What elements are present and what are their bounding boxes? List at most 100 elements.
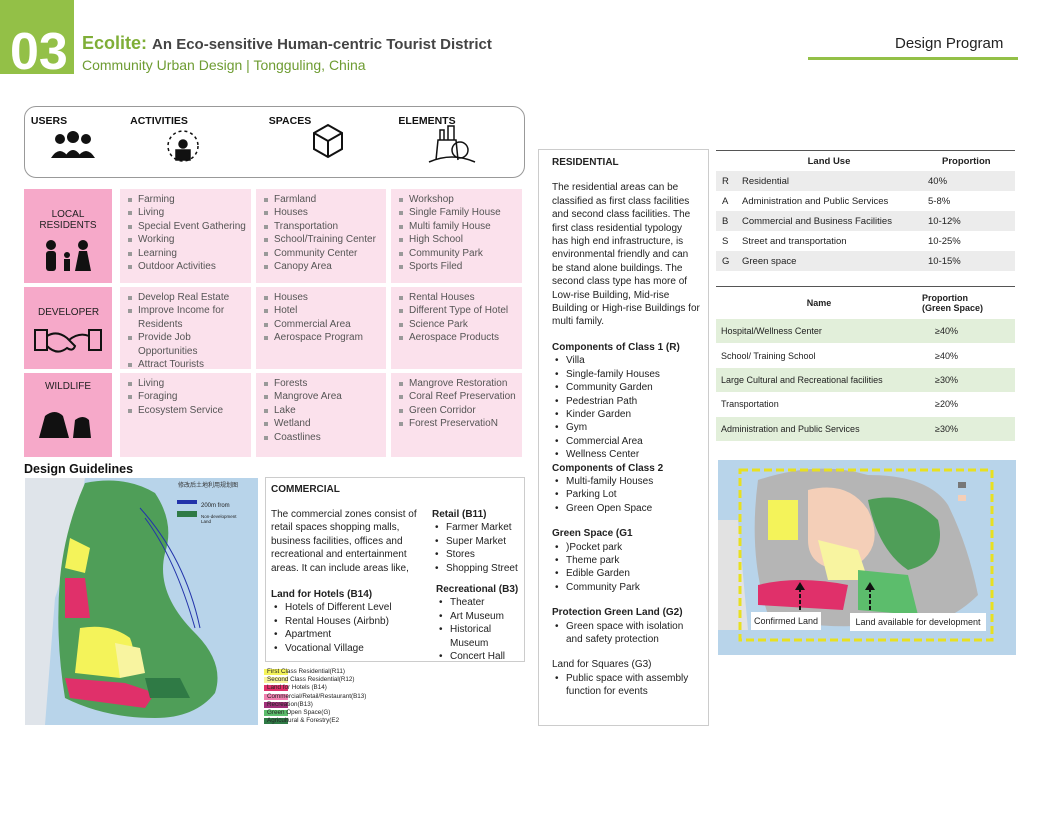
group-item: Rental Houses (Airbnb) <box>271 615 421 629</box>
table-cell: Commercial and Business Facilities <box>742 215 892 227</box>
table-cell: Hospital/Wellness Center <box>721 326 822 337</box>
matrix-item: Workshop <box>397 193 518 206</box>
matrix-item: Farmland <box>262 193 382 206</box>
matrix-item: Forest PreservatioN <box>397 417 518 430</box>
matrix-item: Rental Houses <box>397 291 518 304</box>
matrix-item: Working <box>126 233 247 246</box>
matrix-item: Aerospace Products <box>397 331 518 344</box>
matrix-item: Different Type of Hotel <box>397 304 518 317</box>
table-cell: 10-25% <box>928 235 961 247</box>
matrix-item: Ecosystem Service <box>126 404 247 417</box>
matrix-item: Forests <box>262 377 382 390</box>
table-cell: 5-8% <box>928 195 951 207</box>
table-cell: School/ Training School <box>721 350 816 361</box>
commercial-title: COMMERCIAL <box>271 484 340 495</box>
title: Ecolite: An Eco-sensitive Human-centric … <box>82 33 492 54</box>
row-icon <box>46 240 91 271</box>
legend-swatch <box>264 677 288 684</box>
table-cell: Transportation <box>721 399 779 410</box>
category-label: USERS <box>30 115 68 127</box>
residential-box: RESIDENTIAL The residential areas can be … <box>538 149 709 726</box>
group-item: Historical Museum <box>436 623 526 650</box>
table-row: B Commercial and Business Facilities 10-12… <box>716 211 1015 231</box>
column-header: Proportion (Green Space) <box>922 293 984 313</box>
row-icon <box>34 329 102 353</box>
table-row: Large Cultural and Recreational faciliti… <box>716 367 1015 393</box>
title-lead: Ecolite: <box>82 33 148 53</box>
group-item: Wellness Center <box>552 448 700 462</box>
legend-label: Second Class Residential(R12) <box>267 676 355 684</box>
matrix-item: Canopy Area <box>262 260 382 273</box>
table-row: R Residential 40% <box>716 171 1015 191</box>
group-item: Pedestrian Path <box>552 395 700 409</box>
matrix-item: Farming <box>126 193 247 206</box>
group-item: Green space with isolation and safety pr… <box>552 620 700 647</box>
matrix-item: Mangrove Area <box>262 390 382 403</box>
group-item: Gym <box>552 421 700 435</box>
group-item: Green Open Space <box>552 502 700 516</box>
group-item: Concert Hall <box>436 650 526 664</box>
matrix-item: Sports Filed <box>397 260 518 273</box>
matrix-item: Multi family House <box>397 220 518 233</box>
green-space-table: Name Proportion (Green Space) Hospital/Wel… <box>716 286 1015 441</box>
column-header: Name <box>806 298 832 308</box>
table-header: Land Use Proportion <box>716 151 1015 171</box>
matrix-item: High School <box>397 233 518 246</box>
table-cell: G <box>722 255 730 267</box>
category-label: ACTIVITIES <box>130 115 188 127</box>
legend-swatch <box>264 669 288 675</box>
matrix-item: Commercial Area <box>262 318 382 331</box>
commercial-group: Retail (B11)Farmer MarketSuper MarketSto… <box>432 508 527 575</box>
group-item: Community Park <box>552 581 700 595</box>
legend-label: First Class Residential(R11) <box>267 668 345 675</box>
group-item: Villa <box>552 354 700 368</box>
group-heading: Retail (B11) <box>432 509 487 520</box>
column-header: Proportion <box>942 155 991 167</box>
section-number: 03 <box>10 23 68 81</box>
matrix-item: Develop Real Estate <box>126 291 247 304</box>
residential-title: RESIDENTIAL <box>552 157 619 168</box>
table-cell: A <box>722 195 729 207</box>
matrix-item: Living <box>126 377 247 390</box>
group-item: Shopping Street <box>432 562 527 576</box>
matrix-item: Mangrove Restoration <box>397 377 518 390</box>
matrix-item: Transportation <box>262 220 382 233</box>
row-icon <box>39 404 91 438</box>
matrix-item: Aerospace Program <box>262 331 382 344</box>
matrix-item: Learning <box>126 247 247 260</box>
category-label: SPACES <box>268 115 312 127</box>
matrix-cell: Mangrove Restoration Coral Reef Preservat… <box>391 373 522 457</box>
legend-swatch <box>264 685 288 692</box>
legend-label: Commercial/Retail/Restaurant(B13) <box>267 692 367 700</box>
category-box <box>24 106 525 178</box>
row-label: LOCAL RESIDENTS <box>39 209 97 231</box>
row-label-box: WILDLIFE <box>24 373 112 457</box>
group-heading: Green Space (G1 <box>552 528 633 540</box>
table-cell: Administration and Public Services <box>721 423 860 434</box>
legend-label: Recreation(B13) <box>267 700 313 708</box>
table-cell: ≥40% <box>935 350 958 361</box>
column-header: Land Use <box>807 155 851 167</box>
matrix-cell: Forests Mangrove Area Lake Wetland Coastline… <box>256 373 386 457</box>
matrix-item: Outdoor Activities <box>126 260 247 273</box>
table-cell: R <box>722 175 729 187</box>
matrix-item: Coastlines <box>262 431 382 444</box>
map-label: Land available for development <box>850 613 986 631</box>
map-label: Confirmed Land <box>751 612 821 630</box>
row-label-box: LOCAL RESIDENTS <box>24 189 112 283</box>
table-cell: ≥40% <box>935 326 958 337</box>
legend-swatch <box>264 710 288 716</box>
matrix-item: Community Center <box>262 247 382 260</box>
map-note: Non-development Land <box>201 514 237 524</box>
commercial-group: Recreational (B3)TheaterArt MuseumHistor… <box>436 583 526 664</box>
group-item: Commercial Area <box>552 435 700 449</box>
map-note: 200m from <box>201 503 230 509</box>
table-cell: Green space <box>742 255 797 267</box>
matrix-item: Houses <box>262 206 382 219</box>
subtitle: Community Urban Design | Tongguling, Chi… <box>82 57 366 73</box>
group-heading: Recreational (B3) <box>436 584 519 595</box>
commercial-intro: The commercial zones consist of retail s… <box>271 509 417 574</box>
table-cell: Administration and Public Services <box>742 195 889 207</box>
table-cell: 40% <box>928 175 948 187</box>
matrix-item: Special Event Gathering <box>126 220 247 233</box>
